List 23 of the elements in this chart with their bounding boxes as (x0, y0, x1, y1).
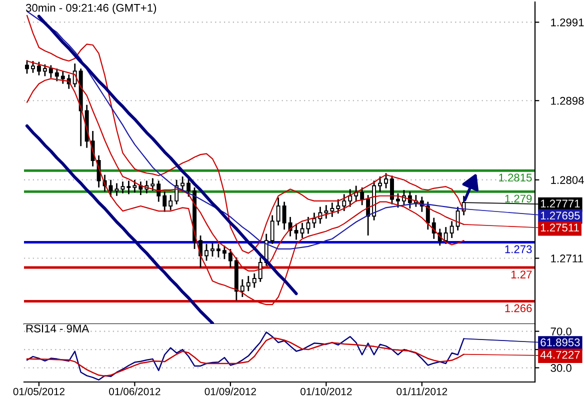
x-tick-label: 01/11/2012 (396, 388, 448, 396)
chart-title: RSI14 - 9MA (26, 324, 90, 332)
data-label: 44.7227 (540, 350, 580, 359)
y-tick-label: 1.2991 (551, 18, 584, 26)
ref-line-label: 1.27 (511, 270, 532, 278)
x-tick-label: 01/06/2012 (109, 388, 160, 396)
y-tick-label: 1.2898 (551, 96, 584, 105)
y-tick-label: 30.0 (550, 364, 572, 372)
text: 1.27771 (540, 200, 580, 208)
x-tick-label: 01/09/2012 (204, 388, 256, 396)
x-tick-label: 01/05/2012 (13, 388, 65, 396)
y-tick-label: 70.0 (550, 328, 572, 336)
data-label: 1.27511 (540, 224, 579, 232)
y-tick-label: 1.2804 (551, 176, 584, 184)
y-tick-label: 1.2711 (551, 254, 583, 262)
ref-line-label: 1.266 (505, 304, 532, 312)
x-tick-label: 01/10/2012 (300, 388, 352, 396)
data-label: 61.8953 (540, 338, 580, 346)
data-label: 1.27695 (540, 212, 580, 220)
ref-line-label: 1.2815 (499, 174, 532, 182)
chart-title: 30min - 09:21:46 (GMT+1) (26, 4, 156, 14)
ref-line-label: 1.273 (505, 245, 532, 254)
ref-line-label: 1.279 (505, 194, 532, 203)
